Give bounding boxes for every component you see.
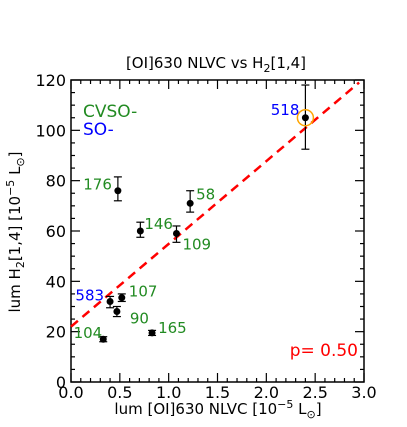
data-point — [106, 297, 114, 305]
data-point — [136, 227, 144, 235]
y-tick-label: 60 — [46, 222, 66, 241]
point-label: 583 — [75, 286, 104, 304]
point-label: 176 — [83, 176, 112, 194]
x-tick-label: 0.0 — [58, 383, 83, 402]
data-point — [148, 329, 156, 337]
x-tick-label: 1.0 — [156, 383, 181, 402]
y-axis-title: lum H2[1,4] [10−5 L⊙] — [4, 151, 27, 312]
x-tick-label: 0.5 — [107, 383, 132, 402]
data-point — [113, 308, 121, 316]
point-label: 165 — [158, 319, 187, 337]
data-point — [301, 114, 309, 122]
point-label: 107 — [129, 283, 158, 301]
fit-line — [70, 81, 360, 328]
x-tick-label: 3.0 — [351, 383, 376, 402]
highlight-ring — [296, 109, 315, 127]
chart-title: [OI]630 NLVC vs H2[1,4] — [126, 54, 306, 75]
point-label: 58 — [196, 185, 215, 203]
p-value-annotation: p= 0.50 — [290, 341, 358, 361]
x-tick-label: 2.5 — [302, 383, 327, 402]
point-label: 146 — [144, 215, 173, 233]
y-tick-label: 100 — [35, 121, 66, 140]
data-point — [99, 335, 107, 343]
point-label: 109 — [182, 236, 211, 254]
y-tick-label: 0 — [56, 373, 66, 392]
data-point — [186, 199, 194, 207]
y-tick-label: 20 — [46, 323, 66, 342]
x-tick-label: 1.5 — [205, 383, 230, 402]
point-label: 104 — [74, 324, 103, 342]
plot-frame — [70, 79, 365, 383]
point-label: 90 — [130, 310, 149, 328]
y-tick-label: 80 — [46, 172, 66, 191]
x-tick-label: 2.0 — [254, 383, 279, 402]
point-label: 518 — [271, 101, 300, 119]
data-point — [172, 230, 180, 238]
legend-entry-cvso: CVSO- — [83, 102, 137, 122]
y-tick-label: 40 — [46, 272, 66, 291]
data-point — [118, 294, 126, 302]
legend-entry-so: SO- — [83, 120, 114, 140]
x-axis-title: lum [OI]630 NLVC [10−5 L⊙] — [114, 398, 321, 421]
data-point — [114, 187, 122, 195]
y-tick-label: 120 — [35, 71, 66, 90]
